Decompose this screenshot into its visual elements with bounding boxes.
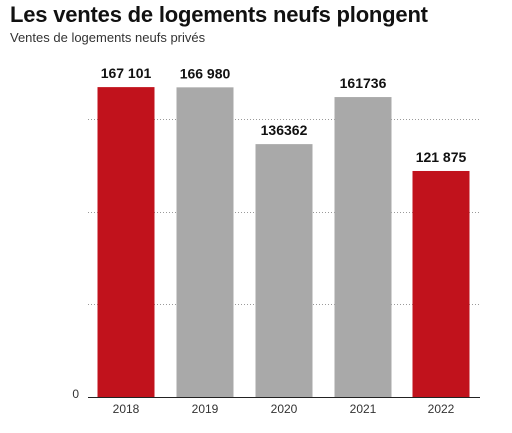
x-tick-label-2019: 2019 — [192, 402, 219, 416]
bar-2021 — [334, 97, 392, 398]
value-label-2020: 136362 — [261, 122, 308, 138]
x-tick-label-2018: 2018 — [113, 402, 140, 416]
axes: 2018 2019 2020 2021 2022 0 — [72, 387, 480, 416]
value-label-2021: 161736 — [340, 75, 387, 91]
bar-2018 — [97, 87, 155, 397]
x-tick-label-2021: 2021 — [350, 402, 377, 416]
data-labels: 167 101 166 980 136362 161736 121 875 — [101, 65, 467, 165]
y-tick-label-0: 0 — [72, 387, 79, 401]
bar-2020 — [255, 144, 313, 397]
x-tick-label-2020: 2020 — [271, 402, 298, 416]
chart-title: Les ventes de logements neufs plongent — [10, 2, 428, 27]
value-label-2019: 166 980 — [180, 65, 231, 81]
x-tick-label-2022: 2022 — [428, 402, 455, 416]
bar-2019 — [176, 87, 234, 398]
bars — [97, 87, 470, 398]
value-label-2018: 167 101 — [101, 65, 152, 81]
value-label-2022: 121 875 — [416, 149, 467, 165]
chart-subtitle: Ventes de logements neufs privés — [10, 30, 206, 45]
bar-2022 — [412, 170, 470, 397]
